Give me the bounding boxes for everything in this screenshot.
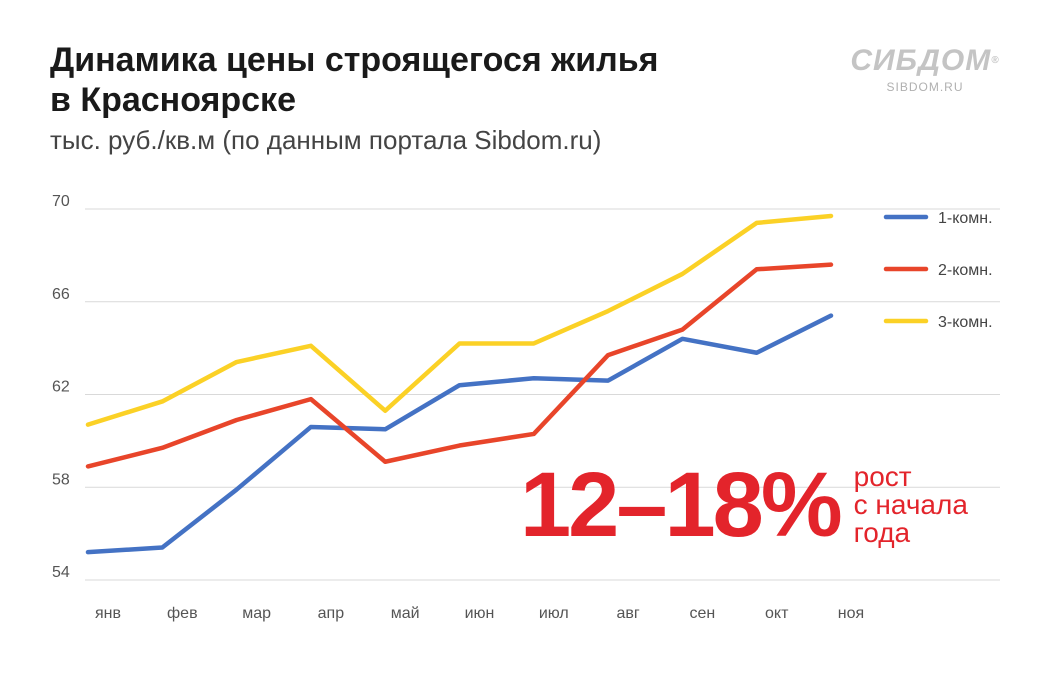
y-axis-ticks: 70 66 62 58 54 <box>52 193 70 581</box>
y-tick-label: 58 <box>52 471 70 488</box>
growth-note: рост с начала года <box>854 463 968 547</box>
series-line-3 <box>85 213 834 427</box>
chart-title-line-2: в Красноярске <box>50 81 296 119</box>
chart-subtitle: тыс. руб./кв.м (по данным портала Sibdom… <box>50 125 602 155</box>
y-tick-label: 66 <box>52 286 70 303</box>
series-lines <box>85 213 834 555</box>
chart-title-line-1: Динамика цены строящегося жилья <box>50 41 659 79</box>
x-tick-label: авг <box>616 605 639 622</box>
x-axis-ticks: янв фев мар апр май июн июл авг сен окт ноя <box>95 605 864 622</box>
growth-percentage: 12–18% <box>520 454 843 556</box>
x-tick-label: июн <box>465 605 495 622</box>
logo-name: СИБДОМ <box>850 44 992 77</box>
x-tick-label: мар <box>242 605 271 622</box>
x-tick-label: янв <box>95 605 121 622</box>
sibdom-logo: СИБДОМ® SIBDOM.RU <box>840 44 1010 94</box>
y-tick-label: 62 <box>52 379 70 396</box>
series-line-1 <box>85 313 834 555</box>
x-tick-label: май <box>391 605 420 622</box>
x-tick-label: июл <box>539 605 569 622</box>
legend-label: 1-комн. <box>938 210 993 227</box>
x-tick-label: ноя <box>838 605 864 622</box>
growth-note-line-1: рост <box>853 461 912 492</box>
y-tick-label: 54 <box>52 564 70 581</box>
growth-note-line-2: с начала <box>853 489 968 520</box>
x-tick-label: апр <box>318 605 345 622</box>
series-line-2 <box>85 262 834 469</box>
logo-registered-mark: ® <box>991 55 1000 66</box>
chart-title: Динамика цены строящегося жилья в Красно… <box>50 40 750 120</box>
x-tick-label: сен <box>690 605 716 622</box>
logo-wordmark: СИБДОМ® <box>840 44 1010 78</box>
grid-lines <box>85 208 1000 581</box>
y-tick-label: 70 <box>52 193 70 210</box>
growth-note-line-3: года <box>853 517 911 548</box>
legend-label: 3-комн. <box>938 314 993 331</box>
logo-site: SIBDOM.RU <box>886 80 964 94</box>
x-tick-label: окт <box>765 605 789 622</box>
chart-legend: 1-комн. 2-комн. 3-комн. <box>883 210 993 331</box>
legend-label: 2-комн. <box>938 262 993 279</box>
x-tick-label: фев <box>167 605 198 622</box>
growth-highlight: 12–18% рост с начала года <box>520 455 968 555</box>
